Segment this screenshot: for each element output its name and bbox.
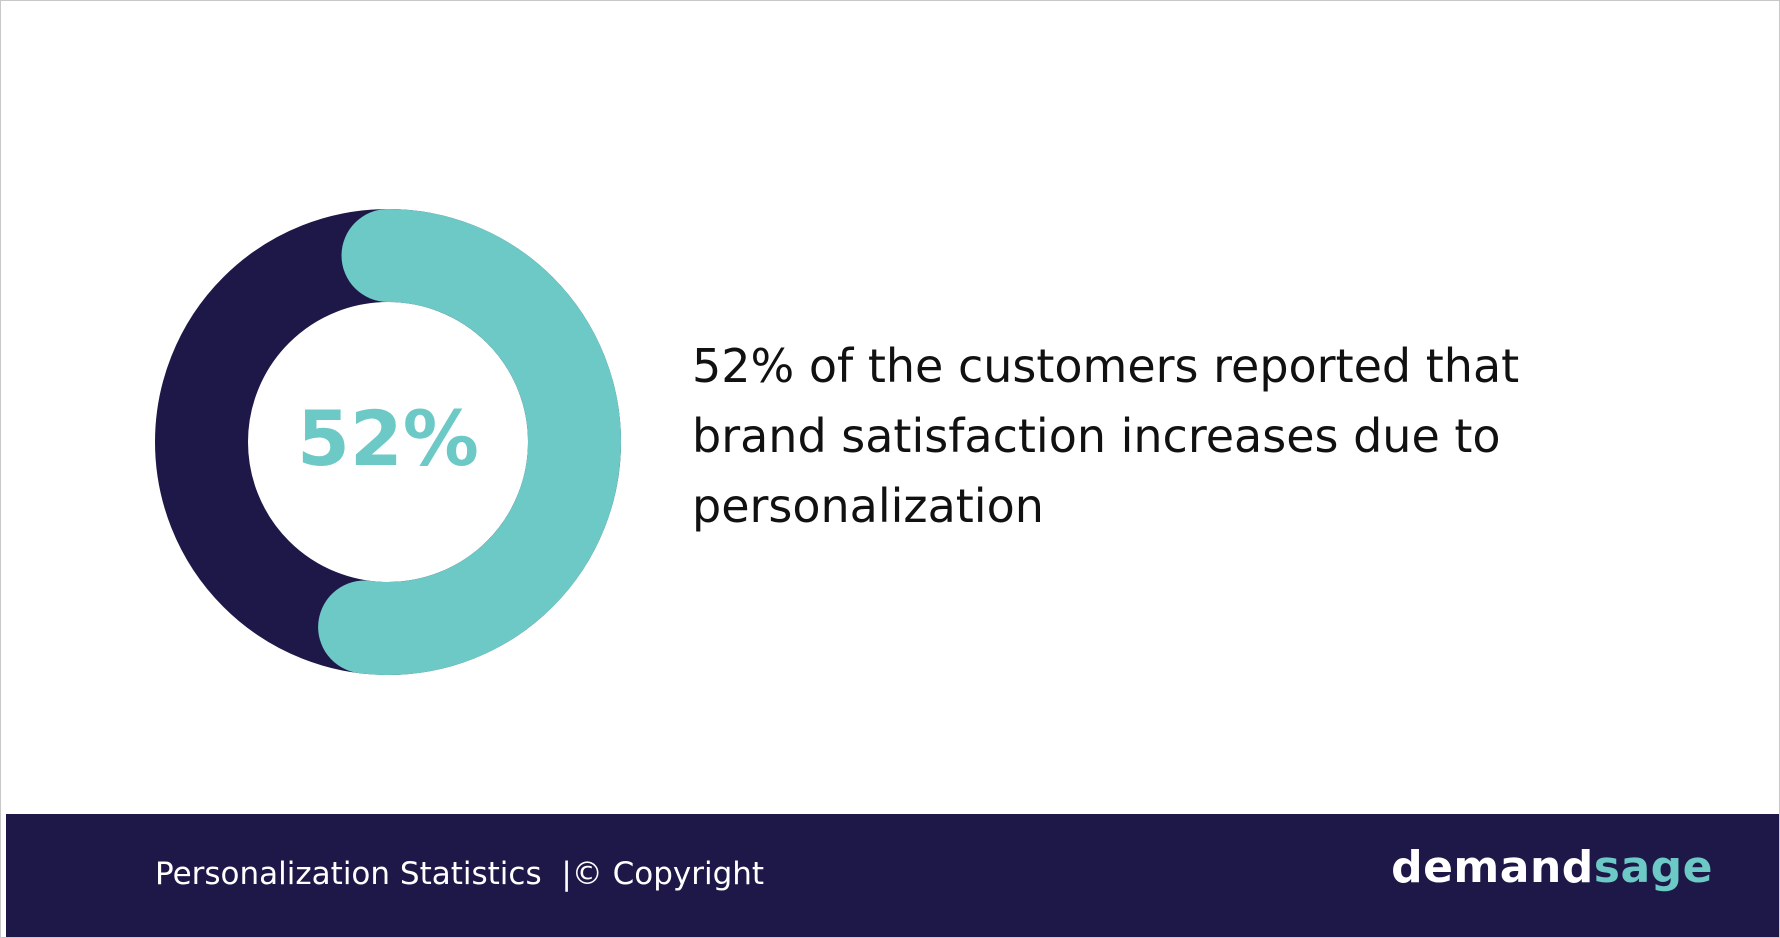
logo-part: sage xyxy=(1593,842,1713,893)
logo-part: demand xyxy=(1391,842,1594,893)
description: 52% of the customers reported that brand… xyxy=(692,339,1520,533)
center-label: 52% xyxy=(297,394,479,483)
donut-chart: 52% xyxy=(155,209,621,675)
footer: Personalization Statistics |© Copyright … xyxy=(6,814,1779,937)
logo: demandsage xyxy=(1391,842,1713,893)
donut-segment xyxy=(318,209,621,675)
footer-caption: Personalization Statistics |© Copyright xyxy=(155,856,765,892)
